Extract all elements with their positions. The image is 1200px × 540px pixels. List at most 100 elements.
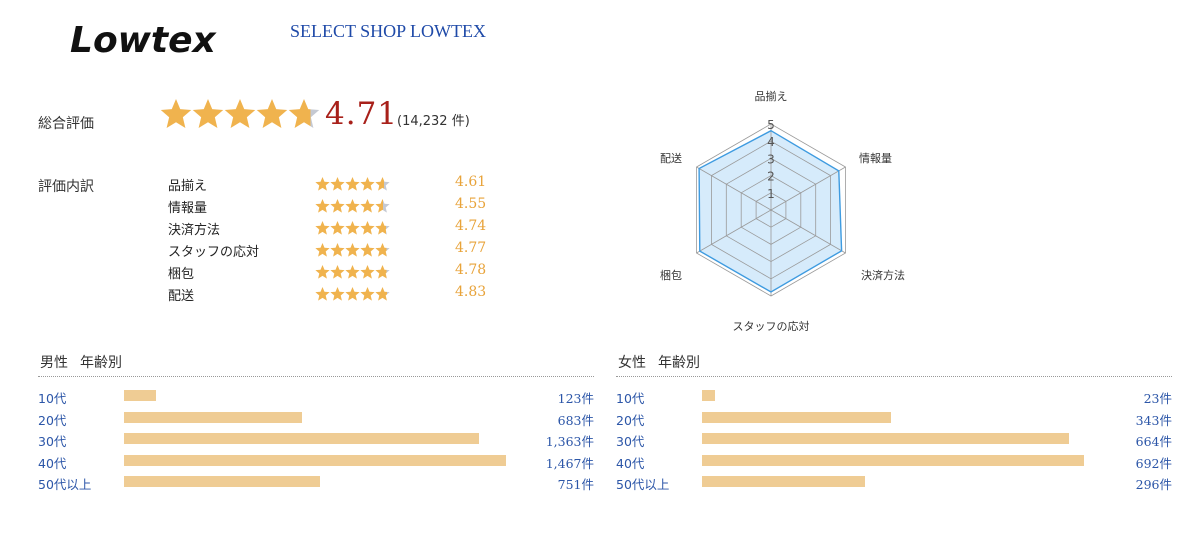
age-group-count[interactable]: 664件 xyxy=(1135,434,1172,449)
overall-star-icon xyxy=(256,99,288,128)
breakdown-item-value: 4.78 xyxy=(455,262,487,278)
male-age-row[interactable]: 50代以上 751件 xyxy=(38,474,594,496)
breakdown-star-icon xyxy=(330,287,345,301)
breakdown-star-icon xyxy=(330,177,345,191)
breakdown-row: 情報量 4.55 xyxy=(168,195,498,217)
female-age-rows: 10代 23件 20代 343件 30代 664件 40代 692件 50代以上 296件 xyxy=(616,388,1172,496)
overall-star-icon xyxy=(288,99,320,128)
breakdown-star-rating xyxy=(315,177,390,191)
radar-axis-label: 配送 xyxy=(660,151,682,165)
age-group-count[interactable]: 23件 xyxy=(1143,391,1172,406)
radar-axis-label: スタッフの応対 xyxy=(733,319,810,333)
breakdown-item-label: 品揃え xyxy=(168,179,208,194)
breakdown-star-icon xyxy=(345,243,360,257)
male-age-row[interactable]: 10代 123件 xyxy=(38,388,594,410)
breakdown-star-icon xyxy=(375,265,390,279)
female-age-row[interactable]: 40代 692件 xyxy=(616,453,1172,475)
age-group-label[interactable]: 20代 xyxy=(38,412,67,428)
breakdown-star-icon xyxy=(315,287,330,301)
radar-scale-label: 1 xyxy=(767,187,775,201)
radar-scale-label: 2 xyxy=(767,170,775,184)
breakdown-star-rating xyxy=(315,265,390,279)
radar-data-area xyxy=(699,130,842,292)
female-divider xyxy=(616,376,1172,377)
radar-axis-label: 情報量 xyxy=(859,152,892,165)
female-subtitle: 年齢別 xyxy=(658,355,700,371)
breakdown-star-icon xyxy=(315,199,330,213)
age-group-count[interactable]: 683件 xyxy=(557,412,594,428)
logo[interactable]: Lowtex xyxy=(70,20,216,61)
breakdown-star-icon xyxy=(360,221,375,235)
female-age-row[interactable]: 50代以上 296件 xyxy=(616,474,1172,496)
age-group-label[interactable]: 10代 xyxy=(616,391,645,406)
breakdown-star-icon xyxy=(345,177,360,191)
male-age-row[interactable]: 20代 683件 xyxy=(38,410,594,432)
age-group-count[interactable]: 123件 xyxy=(557,391,594,406)
age-group-label[interactable]: 20代 xyxy=(616,412,645,428)
breakdown-item-value: 4.74 xyxy=(455,218,487,234)
breakdown-item-label: 配送 xyxy=(168,289,195,304)
age-group-label[interactable]: 30代 xyxy=(616,434,645,449)
breakdown-star-icon xyxy=(330,221,345,235)
age-group-count[interactable]: 296件 xyxy=(1135,477,1172,492)
age-group-label[interactable]: 10代 xyxy=(38,391,67,406)
radar-scale-label: 4 xyxy=(767,135,775,149)
breakdown-item-value: 4.83 xyxy=(455,284,487,300)
female-age-section: 女性 年齢別 10代 23件 20代 343件 30代 664件 40代 692件 50代以上 29… xyxy=(616,352,1172,496)
breakdown-star-icon xyxy=(345,287,360,301)
male-title: 男性 xyxy=(40,355,68,371)
breakdown-star-icon xyxy=(360,265,375,279)
radar-data-line xyxy=(698,129,843,293)
review-count: (14,232 件) xyxy=(397,114,470,129)
breakdown-star-icon xyxy=(330,265,345,279)
breakdown-star-icon xyxy=(375,243,390,257)
age-group-label[interactable]: 50代以上 xyxy=(38,477,92,492)
breakdown-star-icon xyxy=(330,199,345,213)
breakdown-item-value: 4.55 xyxy=(455,196,487,212)
age-group-label[interactable]: 30代 xyxy=(38,434,67,449)
breakdown-star-icon xyxy=(375,221,390,235)
breakdown-star-icon xyxy=(360,243,375,257)
male-subtitle: 年齢別 xyxy=(80,355,122,371)
age-group-count[interactable]: 1,363件 xyxy=(545,434,594,449)
overall-score: 4.71 xyxy=(325,96,399,132)
male-age-row[interactable]: 40代 1,467件 xyxy=(38,453,594,475)
female-title: 女性 xyxy=(618,355,646,371)
breakdown-item-label: 梱包 xyxy=(168,267,195,282)
age-group-count[interactable]: 692件 xyxy=(1135,455,1172,471)
age-group-label[interactable]: 40代 xyxy=(616,455,645,471)
female-age-row[interactable]: 10代 23件 xyxy=(616,388,1172,410)
breakdown-item-value: 4.61 xyxy=(455,174,487,190)
age-group-bar xyxy=(702,390,715,401)
age-group-count[interactable]: 343件 xyxy=(1135,412,1172,428)
male-age-section: 男性 年齢別 10代 123件 20代 683件 30代 1,363件 40代 1,467件 50… xyxy=(38,352,594,496)
radar-axis-label: 品揃え xyxy=(755,90,788,103)
male-age-row[interactable]: 30代 1,363件 xyxy=(38,431,594,453)
breakdown-star-rating xyxy=(315,243,390,257)
breakdown-row: 品揃え 4.61 xyxy=(168,173,498,195)
female-age-row[interactable]: 20代 343件 xyxy=(616,410,1172,432)
radar-axis-label: 梱包 xyxy=(660,268,682,282)
shop-name-link[interactable]: SELECT SHOP LOWTEX xyxy=(290,21,486,41)
age-group-count[interactable]: 751件 xyxy=(557,477,594,492)
breakdown-row: 決済方法 4.74 xyxy=(168,217,498,239)
radar-axis-label: 決済方法 xyxy=(861,268,905,282)
age-group-label[interactable]: 40代 xyxy=(38,455,67,471)
age-group-label[interactable]: 50代以上 xyxy=(616,477,670,492)
breakdown-item-label: 情報量 xyxy=(168,201,208,216)
female-age-row[interactable]: 30代 664件 xyxy=(616,431,1172,453)
radar-scale-label: 5 xyxy=(767,118,775,132)
breakdown-star-rating xyxy=(315,199,390,213)
age-group-count[interactable]: 1,467件 xyxy=(545,455,594,471)
breakdown-item-label: スタッフの応対 xyxy=(168,245,260,260)
radar-scale-label: 3 xyxy=(767,152,775,166)
age-group-bar xyxy=(124,390,156,401)
overall-star-icon xyxy=(224,99,256,128)
breakdown-star-icon xyxy=(360,177,375,191)
breakdown-star-icon xyxy=(375,287,390,301)
breakdown-row: 梱包 4.78 xyxy=(168,261,498,283)
breakdown-star-icon xyxy=(330,243,345,257)
age-group-bar xyxy=(702,454,1084,466)
male-section-title: 男性 年齢別 xyxy=(38,352,594,376)
